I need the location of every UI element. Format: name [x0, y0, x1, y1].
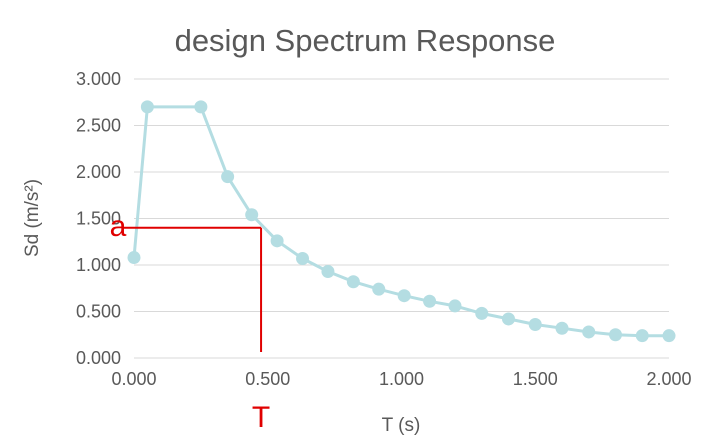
data-point [127, 251, 141, 265]
data-point [448, 299, 462, 313]
data-point [423, 294, 437, 308]
data-point [346, 275, 360, 289]
data-point [502, 312, 515, 326]
y-tick-label: 0.500 [76, 302, 121, 322]
y-tick-label: 2.500 [76, 116, 121, 136]
data-point [475, 306, 489, 320]
data-point [221, 170, 235, 184]
data-point [662, 329, 676, 343]
a-label: a [110, 210, 127, 243]
series-sd [127, 100, 676, 343]
y-tick-label: 1.000 [76, 255, 121, 275]
data-point [635, 329, 649, 343]
data-point [140, 100, 154, 114]
x-tick-label: 0.500 [245, 369, 290, 389]
data-point [194, 100, 208, 114]
data-point [321, 265, 335, 279]
data-point [245, 208, 259, 222]
y-tick-label: 2.000 [76, 162, 121, 182]
data-point [609, 328, 622, 342]
y-axis-ticks: 0.000 0.500 1.000 1.500 2.000 2.500 3.000 [76, 69, 121, 368]
y-tick-label: 0.000 [76, 348, 121, 368]
x-axis-title: T (s) [382, 415, 421, 436]
data-point [372, 282, 386, 296]
y-tick-label: 3.000 [76, 69, 121, 89]
x-tick-label: 1.500 [513, 369, 558, 389]
x-tick-label: 1.000 [379, 369, 424, 389]
data-point [528, 318, 542, 332]
chart-title: design Spectrum Response [175, 23, 556, 58]
gridlines [134, 78, 669, 359]
data-point [582, 325, 596, 339]
x-axis-ticks: 0.000 0.500 1.000 1.500 2.000 [111, 369, 691, 389]
data-point [397, 289, 411, 303]
y-tick-label: 1.500 [76, 209, 121, 229]
y-axis-title: Sd (m/s²) [22, 179, 43, 257]
data-point [555, 321, 569, 335]
data-point [270, 234, 284, 248]
x-tick-label: 0.000 [111, 369, 156, 389]
t-label: T [252, 401, 270, 434]
x-tick-label: 2.000 [646, 369, 691, 389]
annotations: a T [110, 210, 271, 434]
data-point [296, 251, 310, 265]
